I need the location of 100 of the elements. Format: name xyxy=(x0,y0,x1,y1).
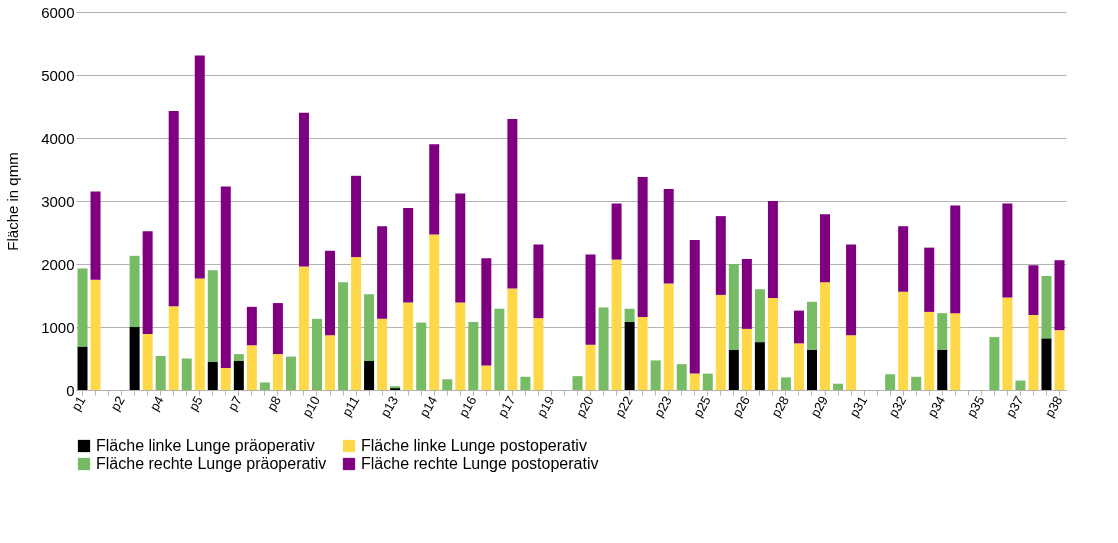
bar xyxy=(793,343,804,390)
bar xyxy=(989,337,1000,390)
bar xyxy=(129,327,140,390)
bar xyxy=(820,282,831,390)
bar xyxy=(715,294,726,390)
bar xyxy=(715,216,726,295)
bar xyxy=(246,345,257,390)
x-tick-label: p31 xyxy=(846,393,871,420)
bar xyxy=(416,322,427,390)
legend-label: Fläche linke Lunge postoperativ xyxy=(361,437,587,454)
bar xyxy=(207,270,218,362)
bar xyxy=(77,268,88,347)
bar xyxy=(676,364,687,390)
bar xyxy=(403,207,414,303)
bar xyxy=(90,191,101,280)
bar xyxy=(937,349,948,390)
bar xyxy=(77,346,88,390)
bar xyxy=(364,361,375,390)
bar xyxy=(767,298,778,390)
bar xyxy=(1002,203,1013,298)
bar xyxy=(754,289,765,343)
y-axis-title: Fläche in qmm xyxy=(4,152,22,251)
bar xyxy=(403,302,414,390)
bar xyxy=(129,255,140,327)
bar xyxy=(168,306,179,390)
y-tick-label: 3000 xyxy=(41,192,75,210)
bar xyxy=(168,110,179,307)
bar xyxy=(90,279,101,390)
bar xyxy=(1002,297,1013,390)
bar xyxy=(298,266,309,390)
bar xyxy=(1028,315,1039,390)
bar xyxy=(533,318,544,390)
x-tick-label: p2 xyxy=(107,393,128,414)
bar xyxy=(898,291,909,390)
bar xyxy=(155,355,166,390)
bar xyxy=(806,301,817,350)
bar xyxy=(520,376,531,390)
bar xyxy=(272,303,283,355)
bar xyxy=(741,258,752,329)
bar xyxy=(754,342,765,390)
bar xyxy=(624,308,635,322)
bar xyxy=(220,186,231,368)
bar xyxy=(689,240,700,374)
bar xyxy=(259,382,270,390)
bar xyxy=(298,112,309,267)
bar xyxy=(481,365,492,390)
bar xyxy=(833,383,844,390)
bar xyxy=(585,344,596,390)
bar xyxy=(481,258,492,366)
bar xyxy=(285,356,296,390)
bar xyxy=(455,302,466,390)
bar xyxy=(924,311,935,390)
bar xyxy=(1054,260,1065,331)
bar xyxy=(272,354,283,390)
bar xyxy=(585,254,596,345)
bar xyxy=(650,360,661,390)
bar xyxy=(767,201,778,299)
bar xyxy=(311,318,322,390)
bar xyxy=(325,335,336,390)
bar xyxy=(611,203,622,260)
bar xyxy=(611,259,622,390)
bar xyxy=(637,177,648,317)
bar xyxy=(624,321,635,390)
bar xyxy=(598,307,609,390)
y-tick-label: 2000 xyxy=(41,255,75,273)
bar xyxy=(220,367,231,390)
bar xyxy=(351,175,362,258)
bar xyxy=(429,144,440,235)
bar xyxy=(689,373,700,390)
bar xyxy=(663,283,674,390)
legend-label: Fläche rechte Lunge präoperativ xyxy=(96,455,327,472)
x-tick-label: p7 xyxy=(224,393,245,414)
bar xyxy=(950,205,961,314)
bar xyxy=(637,316,648,390)
bar xyxy=(507,288,518,390)
bar xyxy=(885,374,896,390)
bar xyxy=(351,257,362,390)
bar xyxy=(429,234,440,390)
legend-label: Fläche rechte Lunge postoperativ xyxy=(361,455,599,472)
bar xyxy=(924,247,935,312)
bar xyxy=(181,358,192,390)
bar xyxy=(207,361,218,390)
bar xyxy=(728,264,739,350)
bar xyxy=(820,214,831,283)
bar xyxy=(246,306,257,346)
bar xyxy=(325,250,336,336)
bar xyxy=(233,361,244,390)
y-tick-label: 6000 xyxy=(41,3,75,21)
y-tick-label: 0 xyxy=(66,381,75,399)
bar xyxy=(194,55,205,279)
bar xyxy=(898,226,909,292)
bar xyxy=(806,349,817,390)
legend-label: Fläche linke Lunge präoperativ xyxy=(96,437,315,454)
bar xyxy=(911,376,922,390)
y-tick-label: 4000 xyxy=(41,129,75,147)
bar xyxy=(663,189,674,284)
bar xyxy=(468,321,479,390)
bar xyxy=(846,244,857,336)
bar xyxy=(377,318,388,390)
x-tick-label: p8 xyxy=(263,393,284,414)
